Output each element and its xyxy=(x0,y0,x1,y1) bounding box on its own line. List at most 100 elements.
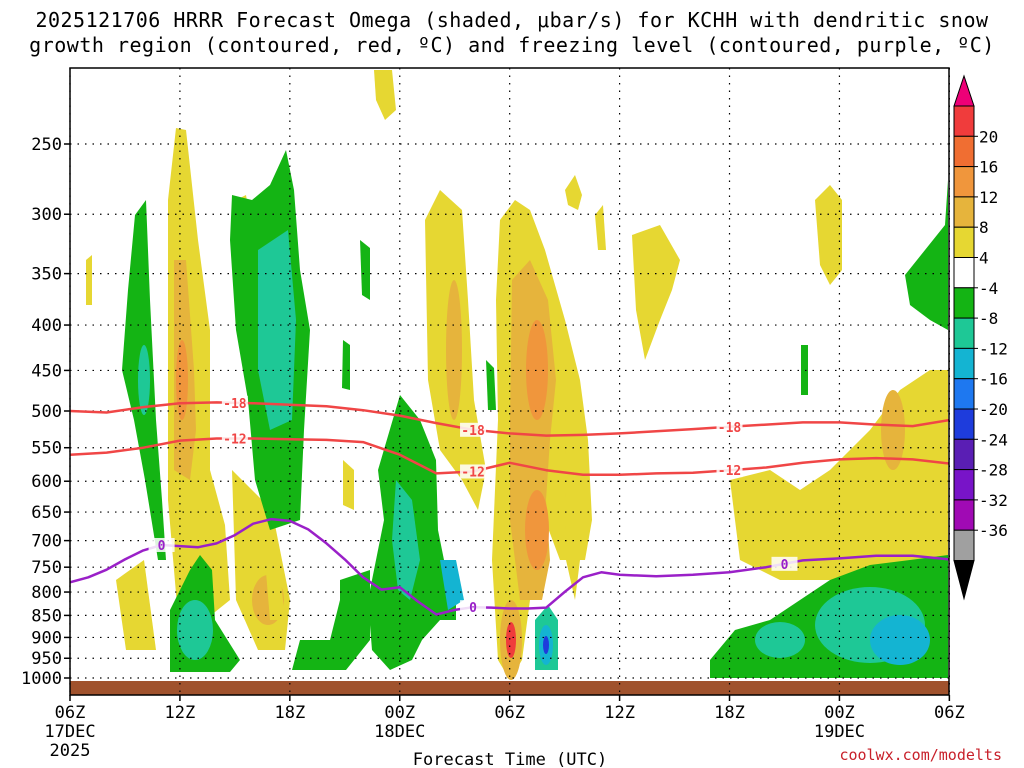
omega-pos-13z-upper xyxy=(632,225,680,360)
omega-pos-09z-top xyxy=(565,175,582,210)
x-tick-label-30: 12Z xyxy=(604,703,635,723)
y-tick-label-900: 900 xyxy=(31,628,62,648)
chart-title-line-2: growth region (contoured, red, ºC) and f… xyxy=(29,33,995,57)
x-tick-label-24: 06Z xyxy=(494,703,525,723)
colorbar-box-1 xyxy=(953,135,975,168)
y-tick-label-950: 950 xyxy=(31,649,62,669)
omega-neg-20z-small xyxy=(342,340,350,390)
isotherm-1-label-bg-0 xyxy=(221,431,248,446)
axes: 2503003504004505005506006507007508008509… xyxy=(21,135,965,768)
isotherm-1-label-1: -12 xyxy=(461,465,484,480)
isotherm-0-label-0: -18 xyxy=(223,397,247,412)
colorbar-box-14 xyxy=(953,529,975,562)
colorbar-label-13: -36 xyxy=(979,521,1008,540)
colorbar-label-1: 16 xyxy=(979,158,998,177)
omega-pos-06z-top xyxy=(86,255,92,305)
omega-neg-15z-core xyxy=(258,230,296,430)
x-axis-title: Forecast Time (UTC) xyxy=(413,750,607,768)
y-tick-label-500: 500 xyxy=(31,402,62,422)
colorbar-label-7: -12 xyxy=(979,339,1008,358)
colorbar-box-2 xyxy=(953,166,975,198)
colorbar-top-arrow xyxy=(953,74,975,107)
y-tick-label-550: 550 xyxy=(31,439,62,459)
isotherm-1-label-2: -12 xyxy=(718,464,741,479)
y-tick-label-800: 800 xyxy=(31,583,62,603)
colorbar-label-9: -20 xyxy=(979,400,1008,419)
omega-neg-05z-small xyxy=(486,360,496,410)
colorbar-box-5 xyxy=(953,257,975,289)
x-tick-year-0: 2025 xyxy=(50,741,91,761)
x-tick-label-48: 06Z xyxy=(934,703,965,723)
colorbar-box-11 xyxy=(953,438,975,471)
isotherm-2-label-2: 0 xyxy=(781,558,789,573)
colorbar-label-12: -32 xyxy=(979,491,1008,510)
chart-title-line-1: 2025121706 HRRR Forecast Omega (shaded, … xyxy=(35,8,989,32)
colorbar-label-10: -24 xyxy=(979,430,1008,449)
omega-neg-09z-core xyxy=(138,345,150,415)
omega-pos-12z-max xyxy=(176,340,188,420)
isotherm-1-line xyxy=(70,437,949,477)
omega-neg-19dec-upper xyxy=(905,180,948,330)
temperature-contours: -18 -18 -18 -12 -12 -12 0 0 0 xyxy=(70,395,949,616)
x-tick-date-42: 19DEC xyxy=(814,722,865,742)
x-tick-label-0: 06Z xyxy=(55,703,86,723)
x-tick-label-12: 18Z xyxy=(274,703,305,723)
colorbar-box-4 xyxy=(953,226,975,258)
x-tick-date-0: 17DEC xyxy=(44,722,95,742)
omega-neg-19dec-max xyxy=(870,615,930,665)
colorbar-box-7 xyxy=(953,317,975,349)
omega-neg-03z-small xyxy=(440,560,464,610)
colorbar-box-12 xyxy=(953,469,975,501)
isotherm-0-label-bg-1 xyxy=(460,422,487,437)
omega-pos-16z-low xyxy=(265,560,285,620)
isotherm-2-label-bg-2 xyxy=(771,556,798,571)
omega-neg-00z-core xyxy=(392,480,420,600)
isotherm-2-line xyxy=(70,517,949,616)
isotherm-2-label-1: 0 xyxy=(469,601,477,616)
colorbar-box-10 xyxy=(953,408,975,440)
omega-pos-06z-max1 xyxy=(526,320,548,420)
y-tick-label-700: 700 xyxy=(31,532,62,552)
y-tick-label-850: 850 xyxy=(31,606,62,626)
colorbar-label-0: 20 xyxy=(979,127,998,146)
watermark: coolwx.com/modelts xyxy=(839,746,1002,764)
omega-neg-19dec-core1 xyxy=(755,622,805,658)
colorbar: 20 16 12 8 4 -4 -8 -12 -16 -20 -24 -28 -32 -36 xyxy=(953,74,1008,601)
colorbar-label-8: -16 xyxy=(979,370,1008,389)
colorbar-bottom-arrow xyxy=(953,560,975,601)
x-tick-label-36: 18Z xyxy=(714,703,745,723)
omega-pos-22z-top xyxy=(374,70,396,120)
colorbar-box-9 xyxy=(953,378,975,410)
y-tick-label-250: 250 xyxy=(31,135,62,155)
omega-pos-19dec-core xyxy=(881,390,905,470)
y-tick-label-350: 350 xyxy=(31,265,62,285)
omega-pos-09z-low xyxy=(116,560,156,650)
omega-pos-10z-top xyxy=(595,205,606,250)
y-tick-label-1000: 1000 xyxy=(21,669,62,689)
omega-pos-21z-small xyxy=(343,460,354,510)
x-tick-label-42: 00Z xyxy=(824,703,855,723)
colorbar-box-13 xyxy=(953,499,975,531)
y-tick-label-600: 600 xyxy=(31,472,62,492)
omega-pos-10z-mid xyxy=(565,400,588,600)
omega-neg-21z-upper xyxy=(360,240,370,300)
isotherm-0-label-2: -18 xyxy=(718,421,742,436)
x-tick-label-6: 12Z xyxy=(165,703,196,723)
x-tick-label-18: 00Z xyxy=(384,703,415,723)
colorbar-label-2: 12 xyxy=(979,188,998,207)
colorbar-box-3 xyxy=(953,196,975,228)
y-tick-label-650: 650 xyxy=(31,503,62,523)
colorbar-label-5: -4 xyxy=(979,279,998,298)
omega-pos-06z-lowmax xyxy=(506,622,516,658)
omega-pos-03z-core xyxy=(446,280,462,420)
isotherm-1-label-bg-1 xyxy=(460,464,487,479)
colorbar-label-11: -28 xyxy=(979,461,1008,480)
colorbar-box-0 xyxy=(953,105,975,137)
omega-neg-21z-small xyxy=(801,345,808,395)
isotherm-0-line xyxy=(70,401,949,437)
omega-pos-06z-max2 xyxy=(525,490,549,570)
colorbar-box-6 xyxy=(953,287,975,319)
y-tick-label-750: 750 xyxy=(31,558,62,578)
omega-pos-00z-top xyxy=(815,185,842,285)
